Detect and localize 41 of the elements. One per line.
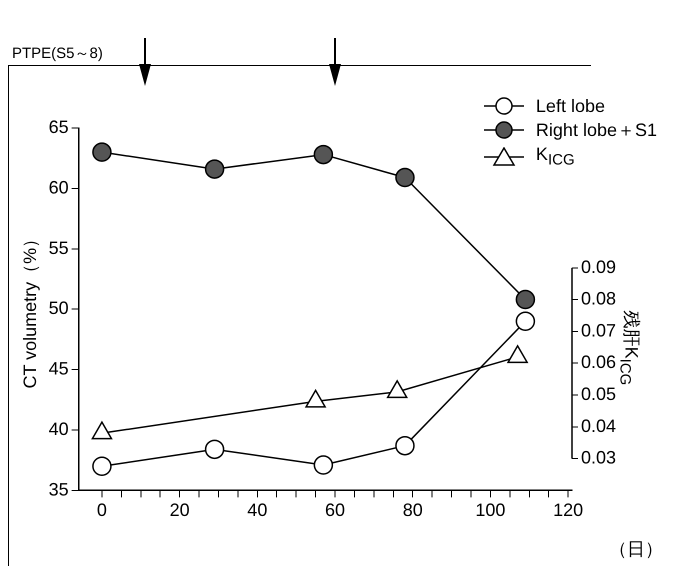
- point: [92, 421, 112, 440]
- legend-label: Right lobe＋S1: [536, 119, 657, 142]
- point: [204, 440, 224, 460]
- y-tick-label: 40: [48, 418, 69, 439]
- point: [507, 345, 528, 364]
- x-axis-title: （日）: [609, 538, 663, 561]
- point: [516, 290, 536, 310]
- point: [386, 380, 408, 398]
- point: [395, 168, 415, 188]
- point: [305, 390, 326, 408]
- point: [204, 159, 224, 179]
- y-tick-label: 35: [48, 479, 69, 500]
- point: [92, 456, 112, 476]
- x-tick-label: 120: [553, 500, 584, 520]
- point: [395, 436, 415, 456]
- point: [314, 455, 334, 475]
- y-axis-title: CT volumetry（%）: [20, 230, 40, 389]
- x-tick-label: 80: [402, 500, 423, 520]
- y2-tick-label: 0.03: [581, 448, 616, 468]
- legend-label: Left lobe: [536, 95, 605, 118]
- y2-tick-label: 0.08: [581, 288, 616, 309]
- y2-tick-label: 0.09: [581, 256, 616, 277]
- y-tick-label: 55: [48, 238, 69, 258]
- y-tick-label: 65: [48, 116, 69, 137]
- x-tick-label: 0: [96, 500, 107, 520]
- point: [516, 312, 536, 332]
- y-tick-label: 45: [48, 358, 69, 379]
- y-tick-label: 50: [48, 298, 69, 318]
- x-tick-label: 40: [247, 500, 268, 520]
- point: [92, 142, 112, 162]
- x-tick-label: 60: [325, 500, 346, 520]
- x-tick-label: 20: [170, 500, 190, 520]
- y2-tick-label: 0.04: [581, 416, 616, 436]
- text: PTPE(S5～8): [12, 44, 103, 63]
- point: [314, 144, 334, 164]
- y2-tick-label: 0.05: [581, 384, 616, 404]
- x-tick-label: 100: [475, 500, 506, 520]
- y2-tick-label: 0.06: [581, 352, 616, 372]
- y2-tick-label: 0.07: [581, 320, 616, 340]
- legend-label: K$_{ICG}$: [536, 143, 575, 171]
- y-tick-label: 60: [48, 177, 69, 198]
